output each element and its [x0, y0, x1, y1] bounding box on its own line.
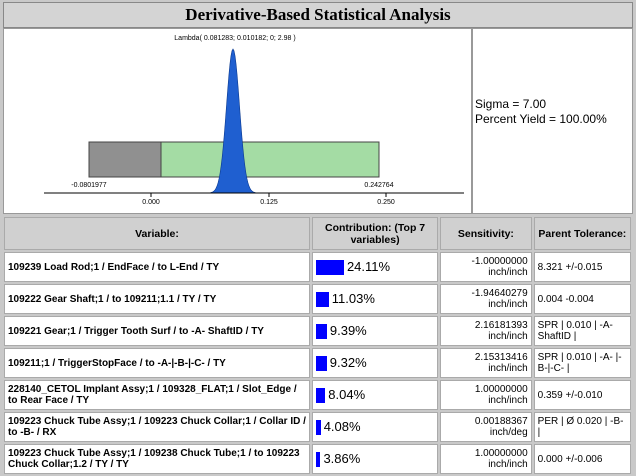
sensitivity-cell: -1.00000000 inch/inch: [440, 252, 532, 282]
contribution-label: 8.04%: [328, 386, 366, 402]
variable-cell: 109221 Gear;1 / Trigger Tooth Surf / to …: [4, 316, 310, 346]
tolerance-cell: 0.004 -0.004: [533, 284, 631, 314]
contribution-bar: [315, 356, 327, 372]
tolerance-cell: SPR | 0.010 | -A- ShaftID |: [533, 316, 631, 346]
sigma: Sigma = 7.00: [475, 97, 547, 111]
lower-limit: -0.0801977: [71, 182, 107, 189]
distribution-plot: Lambda( 0.081283; 0.010182; 0; 2.98 ) -0…: [3, 28, 472, 214]
table-row: 109239 Load Rod;1 / EndFace / to L-End /…: [4, 252, 631, 282]
header-cell: Sensitivity:: [440, 217, 532, 250]
sensitivity-cell: 2.15313416 inch/inch: [440, 348, 532, 378]
upper-limit: 0.242764: [364, 182, 393, 189]
variable-cell: 109211;1 / TriggerStopFace / to -A-|-B-|…: [4, 348, 310, 378]
table-row: 109222 Gear Shaft;1 / to 109211;1.1 / TY…: [4, 284, 631, 314]
sensitivity-cell: 1.00000000 inch/inch: [440, 444, 532, 474]
sensitivity-cell: 2.16181393 inch/inch: [440, 316, 532, 346]
tolerance-cell: 8.321 +/-0.015: [533, 252, 631, 282]
contribution-bar: [315, 420, 321, 436]
contribution-cell: 3.86%: [311, 444, 439, 474]
header-cell: Parent Tolerance:: [533, 217, 631, 250]
variable-cell: 109222 Gear Shaft;1 / to 109211;1.1 / TY…: [4, 284, 310, 314]
contribution-cell: 9.39%: [311, 316, 439, 346]
contribution-label: 11.03%: [331, 290, 375, 306]
percent-yield: Percent Yield = 100.00%: [475, 112, 607, 126]
contribution-table: Variable: Contribution: (Top 7 variables…: [2, 215, 633, 476]
table-row: 109221 Gear;1 / Trigger Tooth Surf / to …: [4, 316, 631, 346]
in-range-box: [160, 141, 380, 178]
contribution-cell: 4.08%: [311, 412, 439, 442]
table-row: 228140_CETOL Implant Assy;1 / 109328_FLA…: [4, 380, 631, 410]
contribution-bar: [315, 324, 327, 340]
axis-label: 0.250: [377, 199, 395, 206]
contribution-bar: [315, 452, 321, 468]
contribution-label: 9.32%: [329, 354, 367, 370]
tolerance-cell: 0.000 +/-0.006: [533, 444, 631, 474]
variable-cell: 228140_CETOL Implant Assy;1 / 109328_FLA…: [4, 380, 310, 410]
contribution-label: 4.08%: [323, 418, 361, 434]
sensitivity-cell: 0.00188367 inch/deg: [440, 412, 532, 442]
axis-label: 0.125: [260, 199, 278, 206]
contribution-label: 3.86%: [323, 450, 361, 466]
out-of-range-box: [88, 141, 162, 178]
contribution-bar: [315, 260, 344, 276]
contribution-cell: 24.11%: [311, 252, 439, 282]
contribution-label: 9.39%: [329, 322, 367, 338]
contribution-bar: [315, 292, 329, 308]
contribution-label: 24.11%: [346, 258, 391, 274]
contribution-cell: 11.03%: [311, 284, 439, 314]
variable-cell: 109223 Chuck Tube Assy;1 / 109238 Chuck …: [4, 444, 310, 474]
contribution-bar: [315, 388, 326, 404]
table-row: 109223 Chuck Tube Assy;1 / 109238 Chuck …: [4, 444, 631, 474]
lambda-label: Lambda( 0.081283; 0.010182; 0; 2.98 ): [174, 35, 295, 42]
header-cell: Contribution: (Top 7 variables): [311, 217, 439, 250]
plot-svg: Lambda( 0.081283; 0.010182; 0; 2.98 ) -0…: [44, 35, 464, 206]
sensitivity-cell: -1.94640279 inch/inch: [440, 284, 532, 314]
sensitivity-cell: 1.00000000 inch/inch: [440, 380, 532, 410]
title: Derivative-Based Statistical Analysis: [3, 2, 633, 28]
tolerance-cell: SPR | 0.010 | -A- |-B-|-C- |: [533, 348, 631, 378]
tolerance-cell: 0.359 +/-0.010: [533, 380, 631, 410]
variable-cell: 109223 Chuck Tube Assy;1 / 109223 Chuck …: [4, 412, 310, 442]
table-row: 109223 Chuck Tube Assy;1 / 109223 Chuck …: [4, 412, 631, 442]
table-row: 109211;1 / TriggerStopFace / to -A-|-B-|…: [4, 348, 631, 378]
variable-cell: 109239 Load Rod;1 / EndFace / to L-End /…: [4, 252, 310, 282]
tolerance-cell: PER | Ø 0.020 | -B- |: [533, 412, 631, 442]
contribution-cell: 8.04%: [311, 380, 439, 410]
axis-label: 0.000: [142, 199, 160, 206]
stats-panel: Sigma = 7.00 Percent Yield = 100.00%: [472, 28, 633, 214]
contribution-cell: 9.32%: [311, 348, 439, 378]
header-cell: Variable:: [4, 217, 310, 250]
